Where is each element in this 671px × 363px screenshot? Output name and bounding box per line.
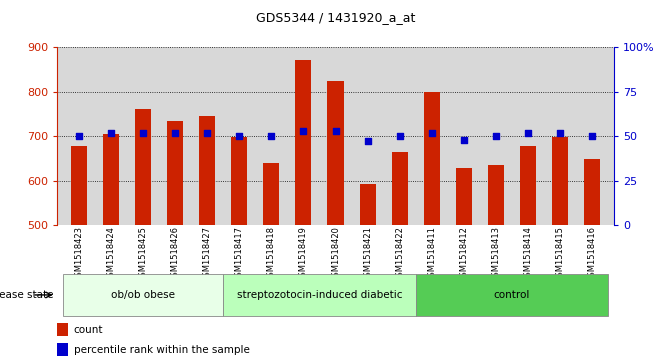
- Point: [362, 139, 373, 144]
- Bar: [584, 159, 600, 225]
- Point: [330, 128, 341, 134]
- Point: [554, 130, 565, 135]
- Bar: [423, 91, 440, 225]
- Point: [586, 133, 597, 139]
- Bar: [57, 343, 68, 356]
- Point: [106, 130, 117, 135]
- Bar: [552, 138, 568, 225]
- Bar: [231, 138, 248, 225]
- Point: [138, 130, 149, 135]
- Bar: [264, 163, 280, 225]
- Bar: [327, 81, 344, 225]
- Text: disease state: disease state: [0, 290, 54, 300]
- Bar: [57, 323, 68, 336]
- Point: [458, 137, 469, 143]
- Point: [491, 133, 501, 139]
- Text: GDS5344 / 1431920_a_at: GDS5344 / 1431920_a_at: [256, 11, 415, 24]
- Point: [202, 130, 213, 135]
- Bar: [71, 146, 87, 225]
- Bar: [415, 274, 607, 316]
- Point: [394, 133, 405, 139]
- Bar: [360, 184, 376, 225]
- Bar: [64, 274, 223, 316]
- Point: [170, 130, 180, 135]
- Bar: [199, 116, 215, 225]
- Point: [74, 133, 85, 139]
- Point: [522, 130, 533, 135]
- Text: percentile rank within the sample: percentile rank within the sample: [74, 345, 250, 355]
- Point: [234, 133, 245, 139]
- Bar: [223, 274, 415, 316]
- Bar: [456, 168, 472, 225]
- Bar: [488, 165, 503, 225]
- Bar: [519, 146, 535, 225]
- Bar: [136, 109, 152, 225]
- Point: [426, 130, 437, 135]
- Point: [266, 133, 277, 139]
- Bar: [168, 122, 183, 225]
- Bar: [295, 60, 311, 225]
- Point: [298, 128, 309, 134]
- Text: control: control: [493, 290, 529, 300]
- Text: ob/ob obese: ob/ob obese: [111, 290, 175, 300]
- Bar: [391, 152, 407, 225]
- Bar: [103, 134, 119, 225]
- Text: count: count: [74, 325, 103, 335]
- Text: streptozotocin-induced diabetic: streptozotocin-induced diabetic: [237, 290, 402, 300]
